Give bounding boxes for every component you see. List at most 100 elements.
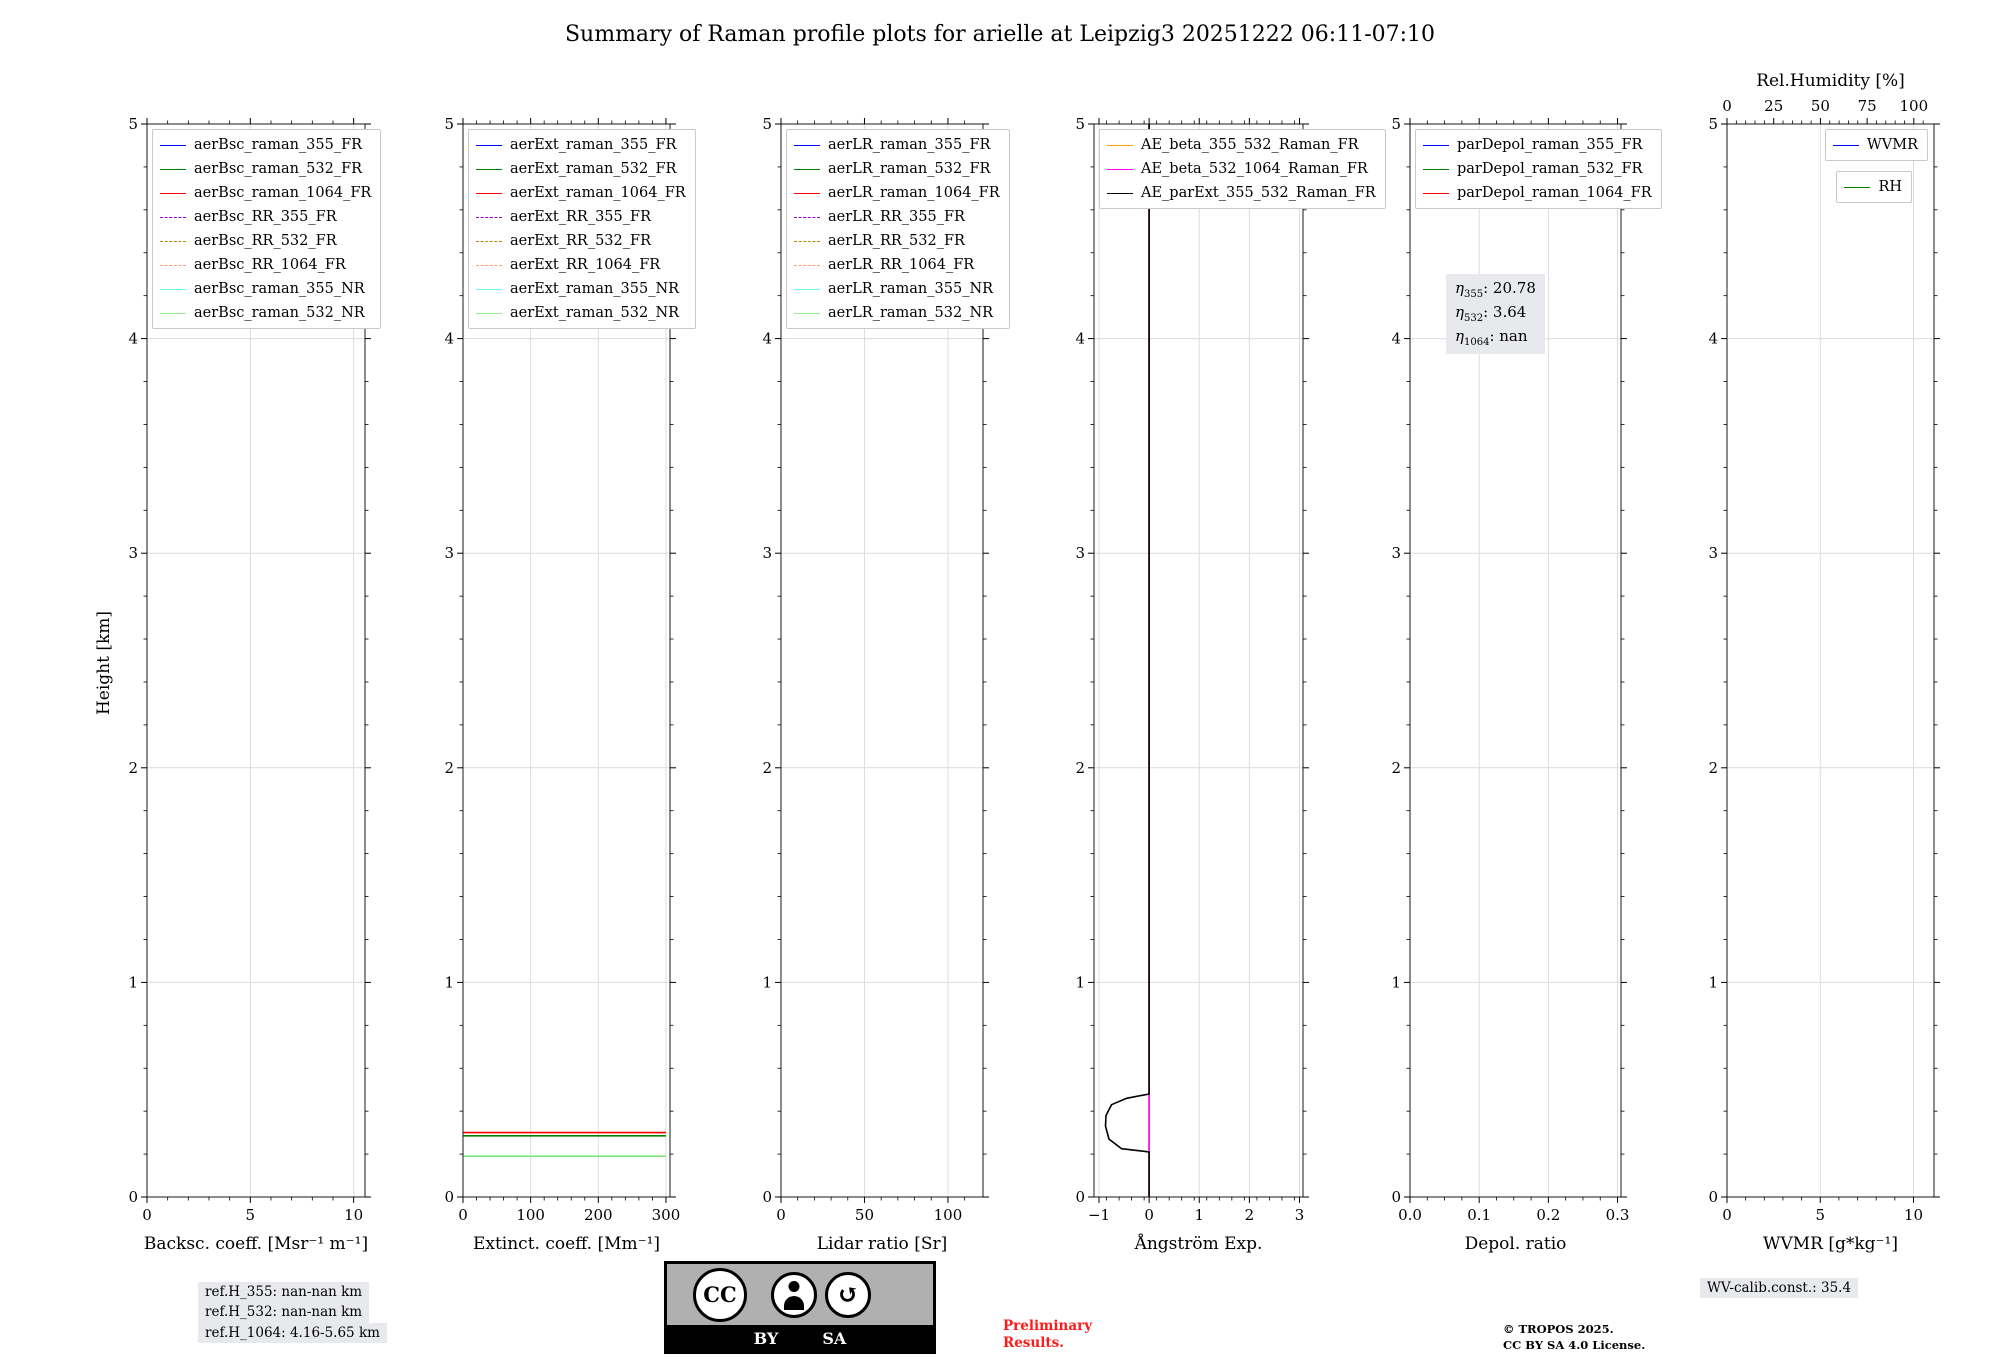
legend-line-sample bbox=[476, 216, 502, 218]
legend-entry: aerExt_raman_355_NR bbox=[476, 277, 686, 301]
legend-label: aerBsc_raman_355_NR bbox=[194, 281, 365, 297]
legend-label: aerExt_raman_355_NR bbox=[510, 281, 680, 297]
top-x-tick-label: 100 bbox=[1900, 97, 1929, 115]
legend-line-sample bbox=[794, 288, 820, 290]
legend-line-sample bbox=[794, 264, 820, 266]
legend-entry: RH bbox=[1844, 175, 1902, 199]
legend-label: aerExt_raman_532_FR bbox=[510, 161, 677, 177]
legend-line-sample bbox=[1423, 144, 1449, 146]
legend-line-sample bbox=[1107, 192, 1133, 194]
legend-line-sample bbox=[1832, 144, 1859, 146]
y-tick-label: 0 bbox=[1708, 1188, 1718, 1206]
x-axis-label: Ångström Exp. bbox=[1134, 1233, 1263, 1254]
legend-line-sample bbox=[1107, 144, 1133, 146]
x-tick-label: 0 bbox=[776, 1206, 786, 1224]
y-tick-label: 5 bbox=[762, 115, 772, 133]
legend-label: aerExt_raman_355_FR bbox=[510, 137, 677, 153]
legend-line-sample bbox=[794, 240, 820, 242]
y-tick-label: 1 bbox=[762, 973, 772, 991]
legend-entry: aerExt_raman_355_FR bbox=[476, 133, 686, 157]
eta-line: η355: 20.78 bbox=[1455, 279, 1536, 300]
top-x-tick-label: 25 bbox=[1764, 97, 1783, 115]
person-icon bbox=[771, 1271, 817, 1318]
legend-label: aerBsc_RR_532_FR bbox=[194, 233, 337, 249]
x-axis-label: WVMR [g*kg⁻¹] bbox=[1763, 1234, 1898, 1254]
legend-line-sample bbox=[1423, 168, 1449, 170]
ref-h-355: ref.H_355: nan-nan km bbox=[198, 1282, 370, 1303]
cc-license-badge: CC ↺ BY SA bbox=[664, 1261, 936, 1354]
legend-entry: WVMR bbox=[1832, 133, 1918, 157]
legend-line-sample bbox=[476, 312, 502, 314]
y-tick-label: 1 bbox=[128, 973, 138, 991]
y-tick-label: 3 bbox=[128, 544, 138, 562]
legend-line-sample bbox=[476, 144, 502, 146]
legend-entry: aerBsc_raman_355_NR bbox=[160, 277, 371, 301]
preliminary-results-note: Preliminary Results. bbox=[1003, 1318, 1092, 1352]
legend-entry: parDepol_raman_532_FR bbox=[1423, 157, 1652, 181]
legend-entry: aerLR_raman_532_NR bbox=[794, 301, 1000, 325]
cc-sa-label: SA bbox=[822, 1328, 847, 1348]
y-tick-label: 5 bbox=[1075, 115, 1085, 133]
legend-line-sample bbox=[794, 144, 820, 146]
y-tick-label: 4 bbox=[1391, 330, 1401, 348]
y-tick-label: 0 bbox=[128, 1188, 138, 1206]
legend-entry: AE_beta_532_1064_Raman_FR bbox=[1107, 157, 1376, 181]
legend-entry: aerBsc_RR_532_FR bbox=[160, 229, 371, 253]
x-tick-label: 0.0 bbox=[1398, 1206, 1422, 1224]
y-tick-label: 2 bbox=[1391, 759, 1401, 777]
x-tick-label: 200 bbox=[584, 1206, 613, 1224]
x-tick-label: 100 bbox=[934, 1206, 963, 1224]
legend-entry: aerLR_RR_355_FR bbox=[794, 205, 1000, 229]
legend-line-sample bbox=[1844, 186, 1871, 188]
legend-line-sample bbox=[794, 216, 820, 218]
x-tick-label: 5 bbox=[1815, 1206, 1825, 1224]
axes-frame bbox=[462, 123, 671, 1198]
legend-entry: aerBsc_raman_532_FR bbox=[160, 157, 371, 181]
y-tick-label: 3 bbox=[1391, 544, 1401, 562]
wv-calibration-box: WV-calib.const.: 35.4 bbox=[1700, 1278, 1859, 1298]
legend-line-sample bbox=[160, 216, 186, 218]
tropos-line-1: © TROPOS 2025. bbox=[1503, 1322, 1614, 1336]
y-tick-label: 0 bbox=[762, 1188, 772, 1206]
legend-label: aerExt_RR_532_FR bbox=[510, 233, 651, 249]
legend-entry: AE_parExt_355_532_Raman_FR bbox=[1107, 181, 1376, 205]
legend-label: aerLR_raman_1064_FR bbox=[828, 185, 1000, 201]
legend-label: parDepol_raman_355_FR bbox=[1457, 137, 1643, 153]
x-tick-label: 100 bbox=[516, 1206, 545, 1224]
cc-icons-row: CC ↺ bbox=[667, 1264, 933, 1325]
eta-line: η532: 3.64 bbox=[1455, 303, 1527, 324]
x-tick-label: −1 bbox=[1088, 1206, 1110, 1224]
y-tick-label: 4 bbox=[444, 330, 454, 348]
legend-entry: aerExt_RR_532_FR bbox=[476, 229, 686, 253]
legend-line-sample bbox=[476, 288, 502, 290]
y-tick-label: 1 bbox=[1708, 973, 1718, 991]
y-tick-label: 5 bbox=[444, 115, 454, 133]
x-tick-label: 10 bbox=[344, 1206, 363, 1224]
y-tick-label: 3 bbox=[1075, 544, 1085, 562]
legend-label: aerLR_RR_1064_FR bbox=[828, 257, 975, 273]
legend-label: aerBsc_raman_532_FR bbox=[194, 161, 363, 177]
y-tick-label: 4 bbox=[762, 330, 772, 348]
legend-line-sample bbox=[160, 312, 186, 314]
legend-label: aerLR_RR_532_FR bbox=[828, 233, 965, 249]
legend-line-sample bbox=[794, 192, 820, 194]
figure-title: Summary of Raman profile plots for ariel… bbox=[564, 22, 1436, 47]
legend-line-sample bbox=[476, 264, 502, 266]
legend-entry: aerBsc_raman_355_FR bbox=[160, 133, 371, 157]
x-tick-label: 0 bbox=[1722, 1206, 1732, 1224]
y-tick-label: 2 bbox=[1075, 759, 1085, 777]
legend-label: AE_beta_355_532_Raman_FR bbox=[1141, 137, 1359, 153]
legend-label: aerBsc_raman_532_NR bbox=[194, 305, 365, 321]
legend-label: AE_beta_532_1064_Raman_FR bbox=[1141, 161, 1368, 177]
eta-line: η1064: nan bbox=[1455, 327, 1528, 348]
x-tick-label: 0.1 bbox=[1467, 1206, 1491, 1224]
legend: parDepol_raman_355_FR parDepol_raman_532_… bbox=[1415, 129, 1662, 209]
legend-entry: aerExt_RR_1064_FR bbox=[476, 253, 686, 277]
ref-h-1064: ref.H_1064: 4.16-5.65 km bbox=[198, 1322, 387, 1343]
legend-label: AE_parExt_355_532_Raman_FR bbox=[1141, 185, 1376, 201]
cc-by-label: BY bbox=[753, 1328, 779, 1348]
axes-frame bbox=[780, 123, 984, 1198]
